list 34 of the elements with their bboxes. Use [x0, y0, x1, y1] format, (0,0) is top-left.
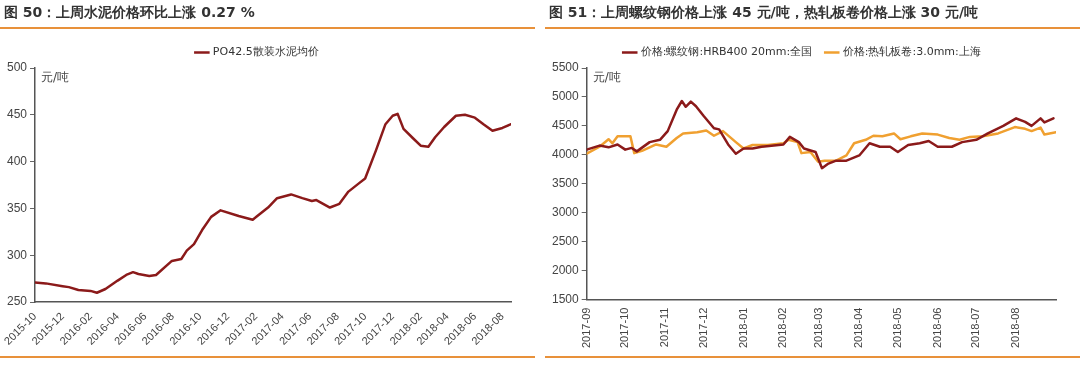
- y-tick-label: 5500: [551, 60, 580, 75]
- chart-title: 图 50：上周水泥价格环比上涨 0.27 %: [0, 0, 535, 29]
- legend-label: PO42.5散装水泥均价: [212, 45, 319, 59]
- x-tick-label: 2018-02: [776, 307, 789, 349]
- x-tick-label: 2017-11: [658, 307, 671, 348]
- y-axis-title: 元/吨: [41, 70, 70, 85]
- y-tick-label: 1500: [551, 291, 580, 306]
- y-tick-label: 2500: [551, 234, 580, 249]
- y-tick-label: 300: [6, 247, 28, 262]
- y-tick-label: 4500: [551, 118, 580, 133]
- x-tick-label: 2017-10: [618, 307, 631, 349]
- y-tick-label: 250: [6, 294, 28, 309]
- x-tick-label: 2017-09: [579, 307, 592, 349]
- y-tick-label: 350: [6, 200, 28, 215]
- y-tick-label: 3000: [551, 205, 580, 220]
- x-tick-label: 2017-12: [696, 307, 709, 349]
- y-tick-label: 400: [6, 153, 28, 168]
- y-tick-label: 2000: [551, 262, 580, 277]
- y-tick-label: 5000: [551, 89, 580, 104]
- x-tick-label: 2018-03: [812, 307, 825, 349]
- x-tick-label: 2018-06: [930, 307, 943, 349]
- x-tick-label: 2018-08: [1009, 307, 1022, 349]
- legend-label: 价格:螺纹钢:HRB400 20mm:全国: [639, 45, 813, 59]
- y-axis-title: 元/吨: [592, 70, 621, 85]
- x-tick-label: 2018-01: [736, 307, 749, 349]
- y-tick-label: 4000: [551, 147, 580, 162]
- x-tick-label: 2018-05: [890, 307, 903, 349]
- y-tick-label: 450: [6, 107, 28, 122]
- legend-label: 价格:热轧板卷:3.0mm:上海: [841, 45, 981, 59]
- x-tick-label: 2018-04: [852, 307, 865, 349]
- x-tick-label: 2018-07: [969, 307, 982, 349]
- chart-title: 图 51：上周螺纹钢价格上涨 45 元/吨，热轧板卷价格上涨 30 元/吨: [545, 0, 1080, 29]
- y-tick-label: 3500: [551, 176, 580, 191]
- y-tick-label: 500: [6, 60, 28, 75]
